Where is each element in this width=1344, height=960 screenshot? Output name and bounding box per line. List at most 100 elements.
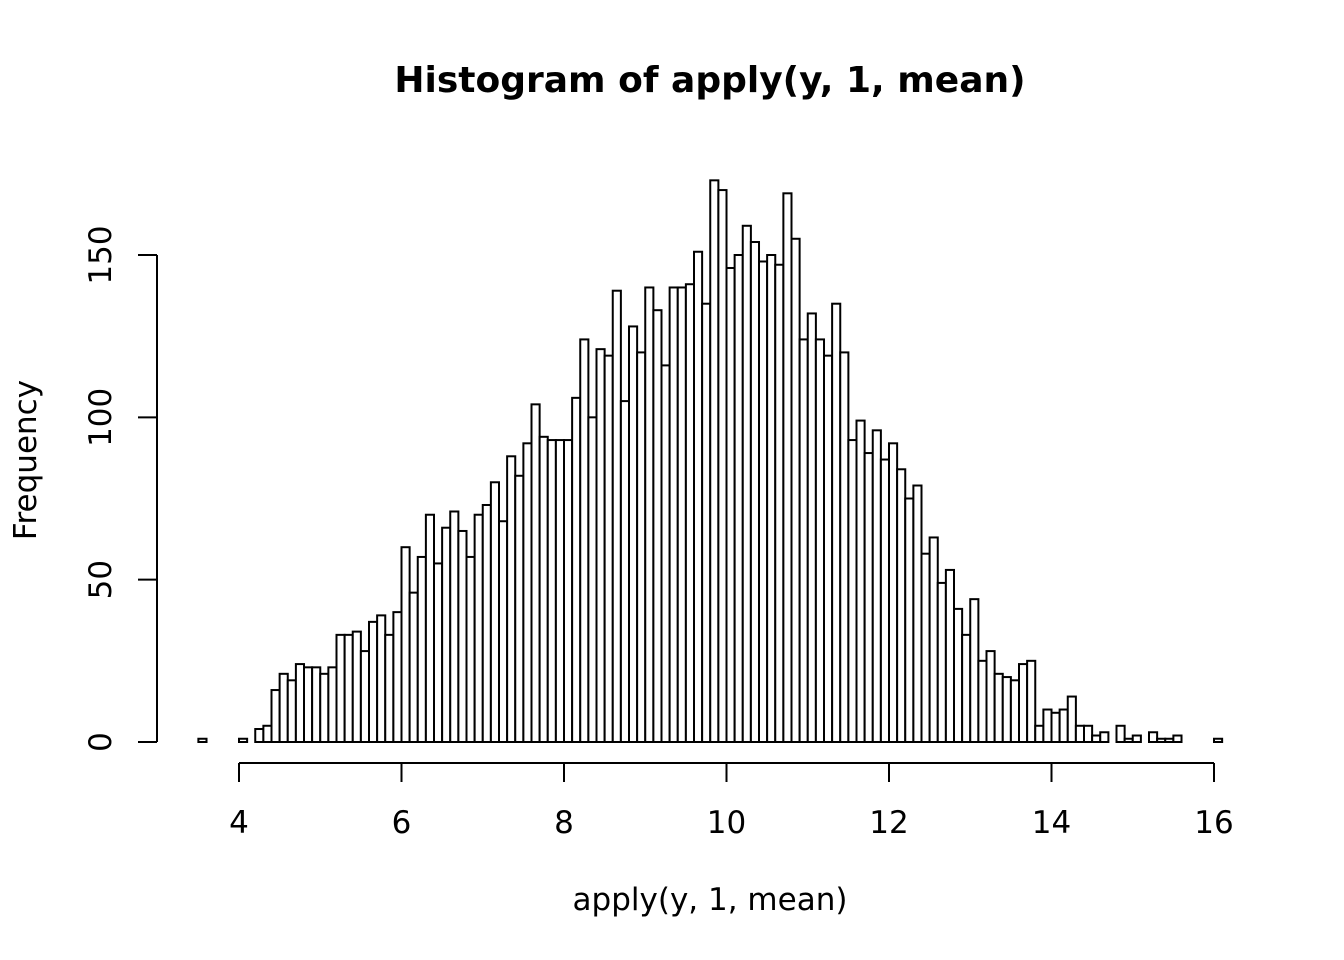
histogram-bar <box>238 737 249 743</box>
histogram-bar <box>636 351 647 743</box>
histogram-bars <box>197 179 1224 744</box>
histogram-bar <box>563 439 574 743</box>
histogram-bar <box>863 452 874 743</box>
histogram-bar <box>1213 737 1224 743</box>
histogram-bar <box>368 620 379 743</box>
histogram-bar <box>701 302 712 743</box>
histogram-bar <box>766 254 777 743</box>
histogram-bar <box>1042 708 1053 744</box>
histogram-bar <box>798 338 809 743</box>
y-tick-label: 0 <box>83 732 119 752</box>
histogram-bar <box>660 364 671 743</box>
histogram-bar <box>1123 737 1134 743</box>
histogram-bar <box>619 400 631 743</box>
histogram-bar <box>823 354 834 743</box>
histogram-bar <box>847 439 858 743</box>
histogram-bar <box>782 192 793 743</box>
histogram-bar <box>489 481 501 743</box>
histogram-bar <box>1018 663 1029 744</box>
histogram-bar <box>522 442 533 743</box>
histogram-bar <box>343 633 354 743</box>
histogram-bar <box>855 419 866 743</box>
histogram-bar <box>1148 731 1159 744</box>
x-tick-label: 6 <box>392 805 412 841</box>
histogram-bar <box>392 611 403 743</box>
x-tick-label: 16 <box>1194 805 1233 841</box>
histogram-bar <box>278 672 289 744</box>
x-tick-label: 10 <box>707 805 746 841</box>
x-tick-label: 12 <box>869 805 908 841</box>
histogram-bar <box>928 536 939 744</box>
histogram-bar <box>530 403 541 743</box>
histogram-bar <box>1131 734 1142 744</box>
histogram-bar <box>904 497 915 743</box>
histogram-bar <box>603 354 614 743</box>
histogram-bar <box>741 224 752 743</box>
histogram-bar <box>197 737 208 743</box>
histogram-bar <box>384 633 395 743</box>
histogram-bar <box>351 630 362 743</box>
histogram-bar <box>311 666 322 744</box>
histogram-bar <box>628 325 639 743</box>
histogram-bar <box>985 650 996 744</box>
histogram-bar <box>920 552 931 743</box>
histogram-bar <box>595 348 606 743</box>
histogram-bar <box>506 455 517 743</box>
histogram-bar <box>416 555 427 743</box>
histogram-bar <box>912 484 923 743</box>
x-tick-label: 8 <box>554 805 574 841</box>
histogram-bar <box>684 283 696 743</box>
histogram-bar <box>441 526 452 743</box>
histogram-bar <box>871 429 882 743</box>
histogram-bar <box>693 250 704 743</box>
histogram-bar <box>879 458 891 743</box>
histogram-bar <box>473 513 484 743</box>
histogram-bar <box>1034 724 1045 744</box>
histogram-bar <box>1074 724 1086 744</box>
histogram-bar <box>725 266 736 743</box>
histogram-bar <box>319 672 330 744</box>
histogram-bar <box>449 510 460 743</box>
histogram-bar <box>554 439 566 743</box>
histogram-bar <box>611 289 622 743</box>
histogram-bar <box>254 728 265 744</box>
histogram-bar <box>774 263 785 743</box>
histogram-bar <box>1172 734 1183 744</box>
histogram-bar <box>668 286 679 743</box>
histogram-bar <box>571 396 582 743</box>
histogram-bar <box>433 562 444 743</box>
histogram-bar <box>733 254 744 743</box>
histogram-bar <box>424 513 436 743</box>
histogram-bar <box>806 312 817 743</box>
histogram-bar <box>944 568 956 743</box>
histogram-bar <box>1066 695 1077 743</box>
histogram-bar <box>977 659 988 744</box>
y-axis: 0 50 100 150 <box>83 225 158 752</box>
histogram-bar <box>831 302 842 743</box>
histogram-bar <box>1001 676 1012 744</box>
histogram-bar <box>579 338 590 743</box>
histogram-bar <box>969 598 980 744</box>
histogram-bar <box>961 633 972 743</box>
histogram-bar <box>376 614 387 744</box>
histogram-bar <box>1058 708 1069 744</box>
histogram-bar <box>936 581 947 743</box>
histogram-bar <box>888 442 899 743</box>
histogram-bar <box>749 241 761 743</box>
histogram-bar <box>546 439 557 743</box>
histogram-bar <box>514 474 525 743</box>
histogram-bar <box>303 666 314 744</box>
histogram-bar <box>1164 737 1175 743</box>
histogram-bar <box>1115 724 1126 744</box>
histogram-bar <box>1026 659 1037 744</box>
histogram-bar <box>644 286 655 743</box>
histogram-bar <box>1050 711 1061 744</box>
histogram-bar <box>465 555 476 743</box>
histogram-bar <box>1009 679 1021 743</box>
histogram-bar <box>717 189 728 743</box>
y-tick-label: 150 <box>83 225 119 284</box>
histogram-bar <box>1099 731 1110 744</box>
histogram-bar <box>709 179 720 743</box>
histogram-bar <box>327 666 338 744</box>
